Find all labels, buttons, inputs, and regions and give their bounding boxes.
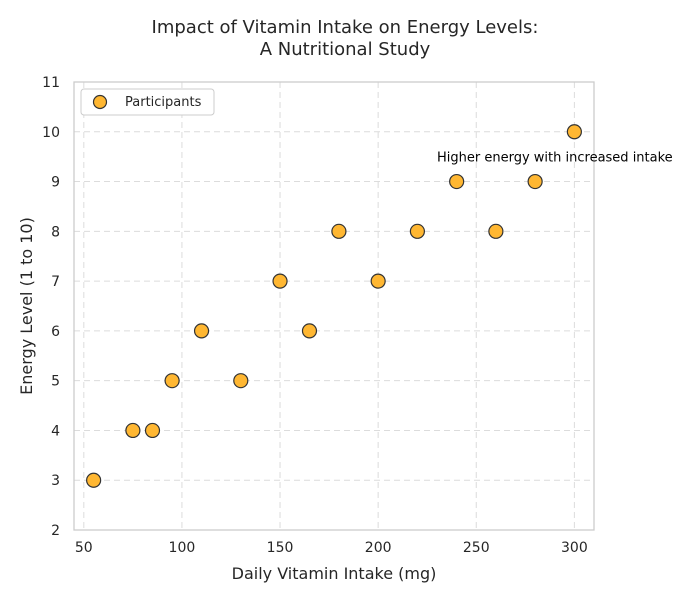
- data-point: [233, 373, 249, 389]
- tick-labels: 50 100 150 200 250 300 2 3 4 5 6 7 8 9 10 11: [42, 75, 588, 556]
- data-point: [272, 273, 288, 289]
- y-tick-label: 3: [51, 473, 60, 489]
- chart-title-line-2: A Nutritional Study: [260, 39, 431, 60]
- x-tick-label: 100: [169, 540, 196, 556]
- data-point: [370, 273, 386, 289]
- x-tick-label: 150: [267, 540, 294, 556]
- data-point: [527, 173, 543, 190]
- data-point: [301, 323, 318, 339]
- data-point: [488, 223, 504, 239]
- data-point: [193, 323, 210, 339]
- chart-title-line-1: Impact of Vitamin Intake on Energy Level…: [152, 17, 539, 38]
- x-tick-label: 300: [561, 540, 588, 556]
- legend-marker: [92, 94, 108, 110]
- y-tick-label: 7: [51, 274, 60, 290]
- legend-box: [80, 88, 215, 116]
- y-tick-label: 2: [51, 523, 60, 539]
- y-tick-label: 9: [51, 175, 60, 191]
- y-tick-label: 6: [51, 324, 60, 340]
- y-tick-label: 8: [51, 224, 60, 240]
- plot-frame: [73, 81, 595, 531]
- data-point: [86, 472, 102, 488]
- y-tick-label: 11: [42, 75, 60, 91]
- data-point: [144, 422, 161, 439]
- x-axis-label: Daily Vitamin Intake (mg): [232, 564, 437, 583]
- annotation-text: Higher energy with increased intake: [437, 151, 673, 166]
- y-tick-label: 10: [42, 125, 60, 141]
- legend-label: Participants: [125, 95, 202, 110]
- x-tick-label: 250: [463, 540, 490, 556]
- data-point: [566, 124, 582, 140]
- y-tick-label: 4: [51, 423, 60, 439]
- y-axis-label: Energy Level (1 to 10): [17, 217, 36, 395]
- legend: Participants: [80, 88, 215, 116]
- data-point: [331, 223, 347, 239]
- x-tick-label: 200: [365, 540, 392, 556]
- y-tick-label: 5: [51, 374, 60, 390]
- data-point: [164, 373, 180, 389]
- data-point: [409, 223, 425, 239]
- data-point: [125, 422, 141, 439]
- x-tick-label: 50: [75, 540, 93, 556]
- data-points: [86, 124, 582, 488]
- grid-lines: [74, 81, 594, 531]
- data-point: [449, 173, 465, 190]
